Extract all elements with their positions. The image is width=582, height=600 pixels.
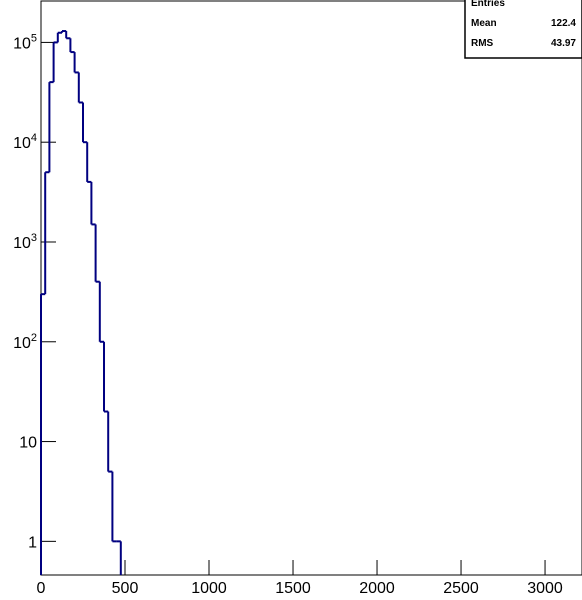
x-tick-label: 1000 xyxy=(191,580,227,597)
stats-box xyxy=(464,0,582,59)
x-tick-label: 2500 xyxy=(443,580,479,597)
stats-label: RMS xyxy=(471,38,494,49)
x-tick-label: 3000 xyxy=(527,580,563,597)
x-tick-label: 1500 xyxy=(275,580,311,597)
y-tick-label: 105 xyxy=(13,32,37,52)
histogram xyxy=(40,30,122,575)
stats-value: 43.97 xyxy=(551,38,576,49)
y-tick-label: 10 xyxy=(19,435,37,452)
y-tick-label: 103 xyxy=(13,232,37,252)
y-tick-label: 104 xyxy=(13,132,37,152)
y-tick-label: 1 xyxy=(28,534,37,551)
plot-frame xyxy=(40,0,582,576)
x-tick-label: 2000 xyxy=(359,580,395,597)
stats-value: 122.4 xyxy=(551,18,576,29)
stats-label: Mean xyxy=(471,18,497,29)
stats-label: Entries xyxy=(471,0,505,9)
x-tick-label: 0 xyxy=(37,580,46,597)
x-tick-label: 500 xyxy=(112,580,139,597)
y-tick-label: 102 xyxy=(13,332,37,352)
